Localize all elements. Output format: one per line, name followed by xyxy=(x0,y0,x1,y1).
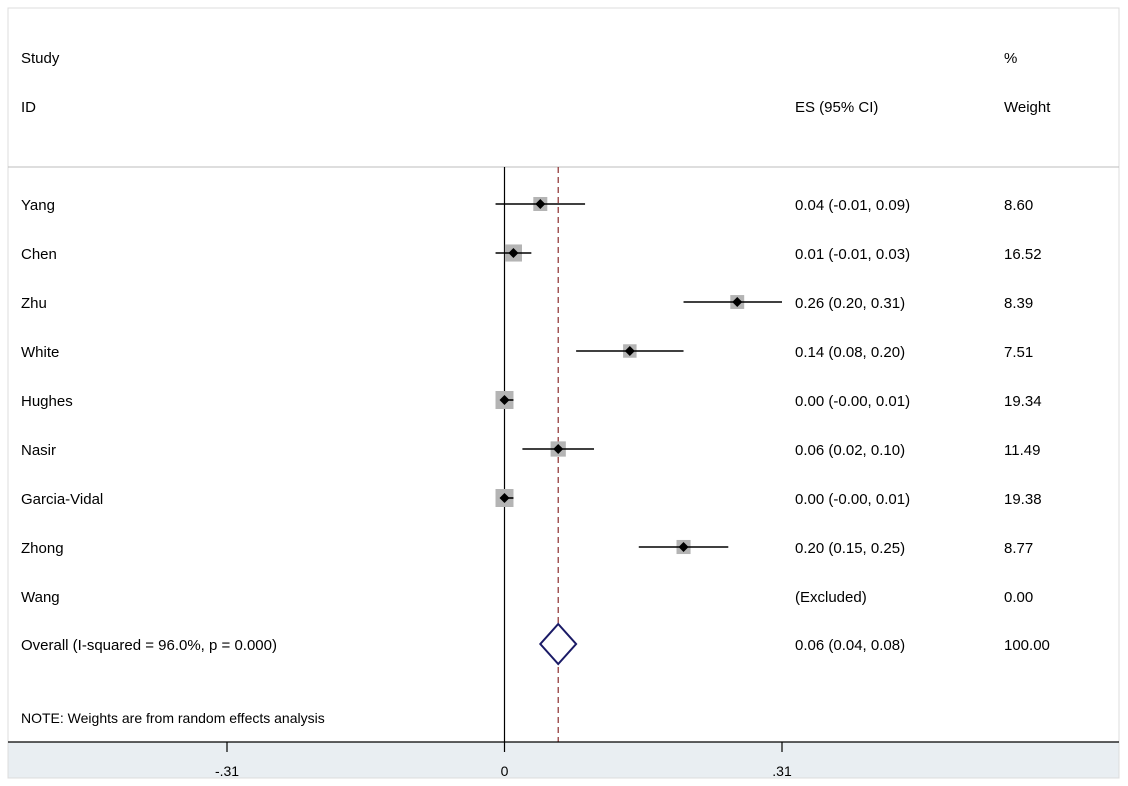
x-tick-label: -.31 xyxy=(215,763,239,779)
study-weight: 11.49 xyxy=(1004,442,1040,459)
weight-header: Weight xyxy=(1004,99,1051,116)
weights-note: NOTE: Weights are from random effects an… xyxy=(21,710,325,726)
point-estimate-marker xyxy=(678,542,689,552)
study-row: White 0.14 (0.08, 0.20) 7.51 xyxy=(21,344,1033,361)
x-axis-ticks: -.31 0 .31 xyxy=(215,742,792,779)
study-es-ci: 0.01 (-0.01, 0.03) xyxy=(795,246,910,263)
point-estimate-marker xyxy=(535,199,546,209)
point-estimate-marker xyxy=(732,297,743,307)
study-row: Wang (Excluded) 0.00 xyxy=(21,589,1033,606)
x-axis-band xyxy=(8,742,1119,778)
study-row: Zhu 0.26 (0.20, 0.31) 8.39 xyxy=(21,295,1033,312)
study-es-ci: 0.06 (0.02, 0.10) xyxy=(795,442,905,459)
id-header: ID xyxy=(21,99,36,116)
study-row: Garcia-Vidal 0.00 (-0.00, 0.01) 19.38 xyxy=(21,489,1042,508)
study-es-ci: 0.00 (-0.00, 0.01) xyxy=(795,393,910,410)
study-row: Yang 0.04 (-0.01, 0.09) 8.60 xyxy=(21,197,1033,214)
point-estimate-marker xyxy=(624,346,635,356)
point-estimate-marker xyxy=(508,248,519,258)
point-estimate-marker xyxy=(499,395,510,405)
study-rows: Yang 0.04 (-0.01, 0.09) 8.60 Chen 0.01 (-0.0… xyxy=(21,197,1042,606)
study-row: Zhong 0.20 (0.15, 0.25) 8.77 xyxy=(21,539,1033,557)
overall-weight: 100.00 xyxy=(1004,637,1050,654)
study-es-ci: 0.00 (-0.00, 0.01) xyxy=(795,491,910,508)
percent-header: % xyxy=(1004,50,1017,67)
overall-diamond xyxy=(538,622,578,666)
point-estimate-marker xyxy=(499,493,510,503)
study-es-ci: 0.20 (0.15, 0.25) xyxy=(795,540,905,557)
study-weight: 8.77 xyxy=(1004,540,1033,557)
study-es-ci: 0.04 (-0.01, 0.09) xyxy=(795,197,910,214)
study-es-ci: 0.14 (0.08, 0.20) xyxy=(795,344,905,361)
study-row: Hughes 0.00 (-0.00, 0.01) 19.34 xyxy=(21,391,1042,410)
study-row: Chen 0.01 (-0.01, 0.03) 16.52 xyxy=(21,244,1042,263)
x-tick-label: 0 xyxy=(501,763,509,779)
study-name: Zhu xyxy=(21,295,47,312)
study-weight: 8.60 xyxy=(1004,197,1033,214)
study-name: Yang xyxy=(21,197,55,214)
study-weight: 0.00 xyxy=(1004,589,1033,606)
study-es-ci: 0.26 (0.20, 0.31) xyxy=(795,295,905,312)
study-weight: 19.34 xyxy=(1004,393,1042,410)
study-header: Study xyxy=(21,50,60,67)
study-es-ci: (Excluded) xyxy=(795,589,867,606)
study-row: Nasir 0.06 (0.02, 0.10) 11.49 xyxy=(21,441,1040,459)
overall-label: Overall (I-squared = 96.0%, p = 0.000) xyxy=(21,637,277,654)
x-tick-label: .31 xyxy=(772,763,792,779)
point-estimate-marker xyxy=(553,444,564,454)
study-name: Chen xyxy=(21,246,57,263)
plot-border xyxy=(7,7,1120,779)
study-weight: 19.38 xyxy=(1004,491,1042,508)
es-header: ES (95% CI) xyxy=(795,99,878,116)
study-name: Zhong xyxy=(21,540,64,557)
study-weight: 7.51 xyxy=(1004,344,1033,361)
study-name: Wang xyxy=(21,589,60,606)
study-name: Hughes xyxy=(21,393,73,410)
study-weight: 16.52 xyxy=(1004,246,1042,263)
study-name: Nasir xyxy=(21,442,56,459)
study-weight: 8.39 xyxy=(1004,295,1033,312)
overall-es-ci: 0.06 (0.04, 0.08) xyxy=(795,637,905,654)
study-name: White xyxy=(21,344,59,361)
study-name: Garcia-Vidal xyxy=(21,491,103,508)
